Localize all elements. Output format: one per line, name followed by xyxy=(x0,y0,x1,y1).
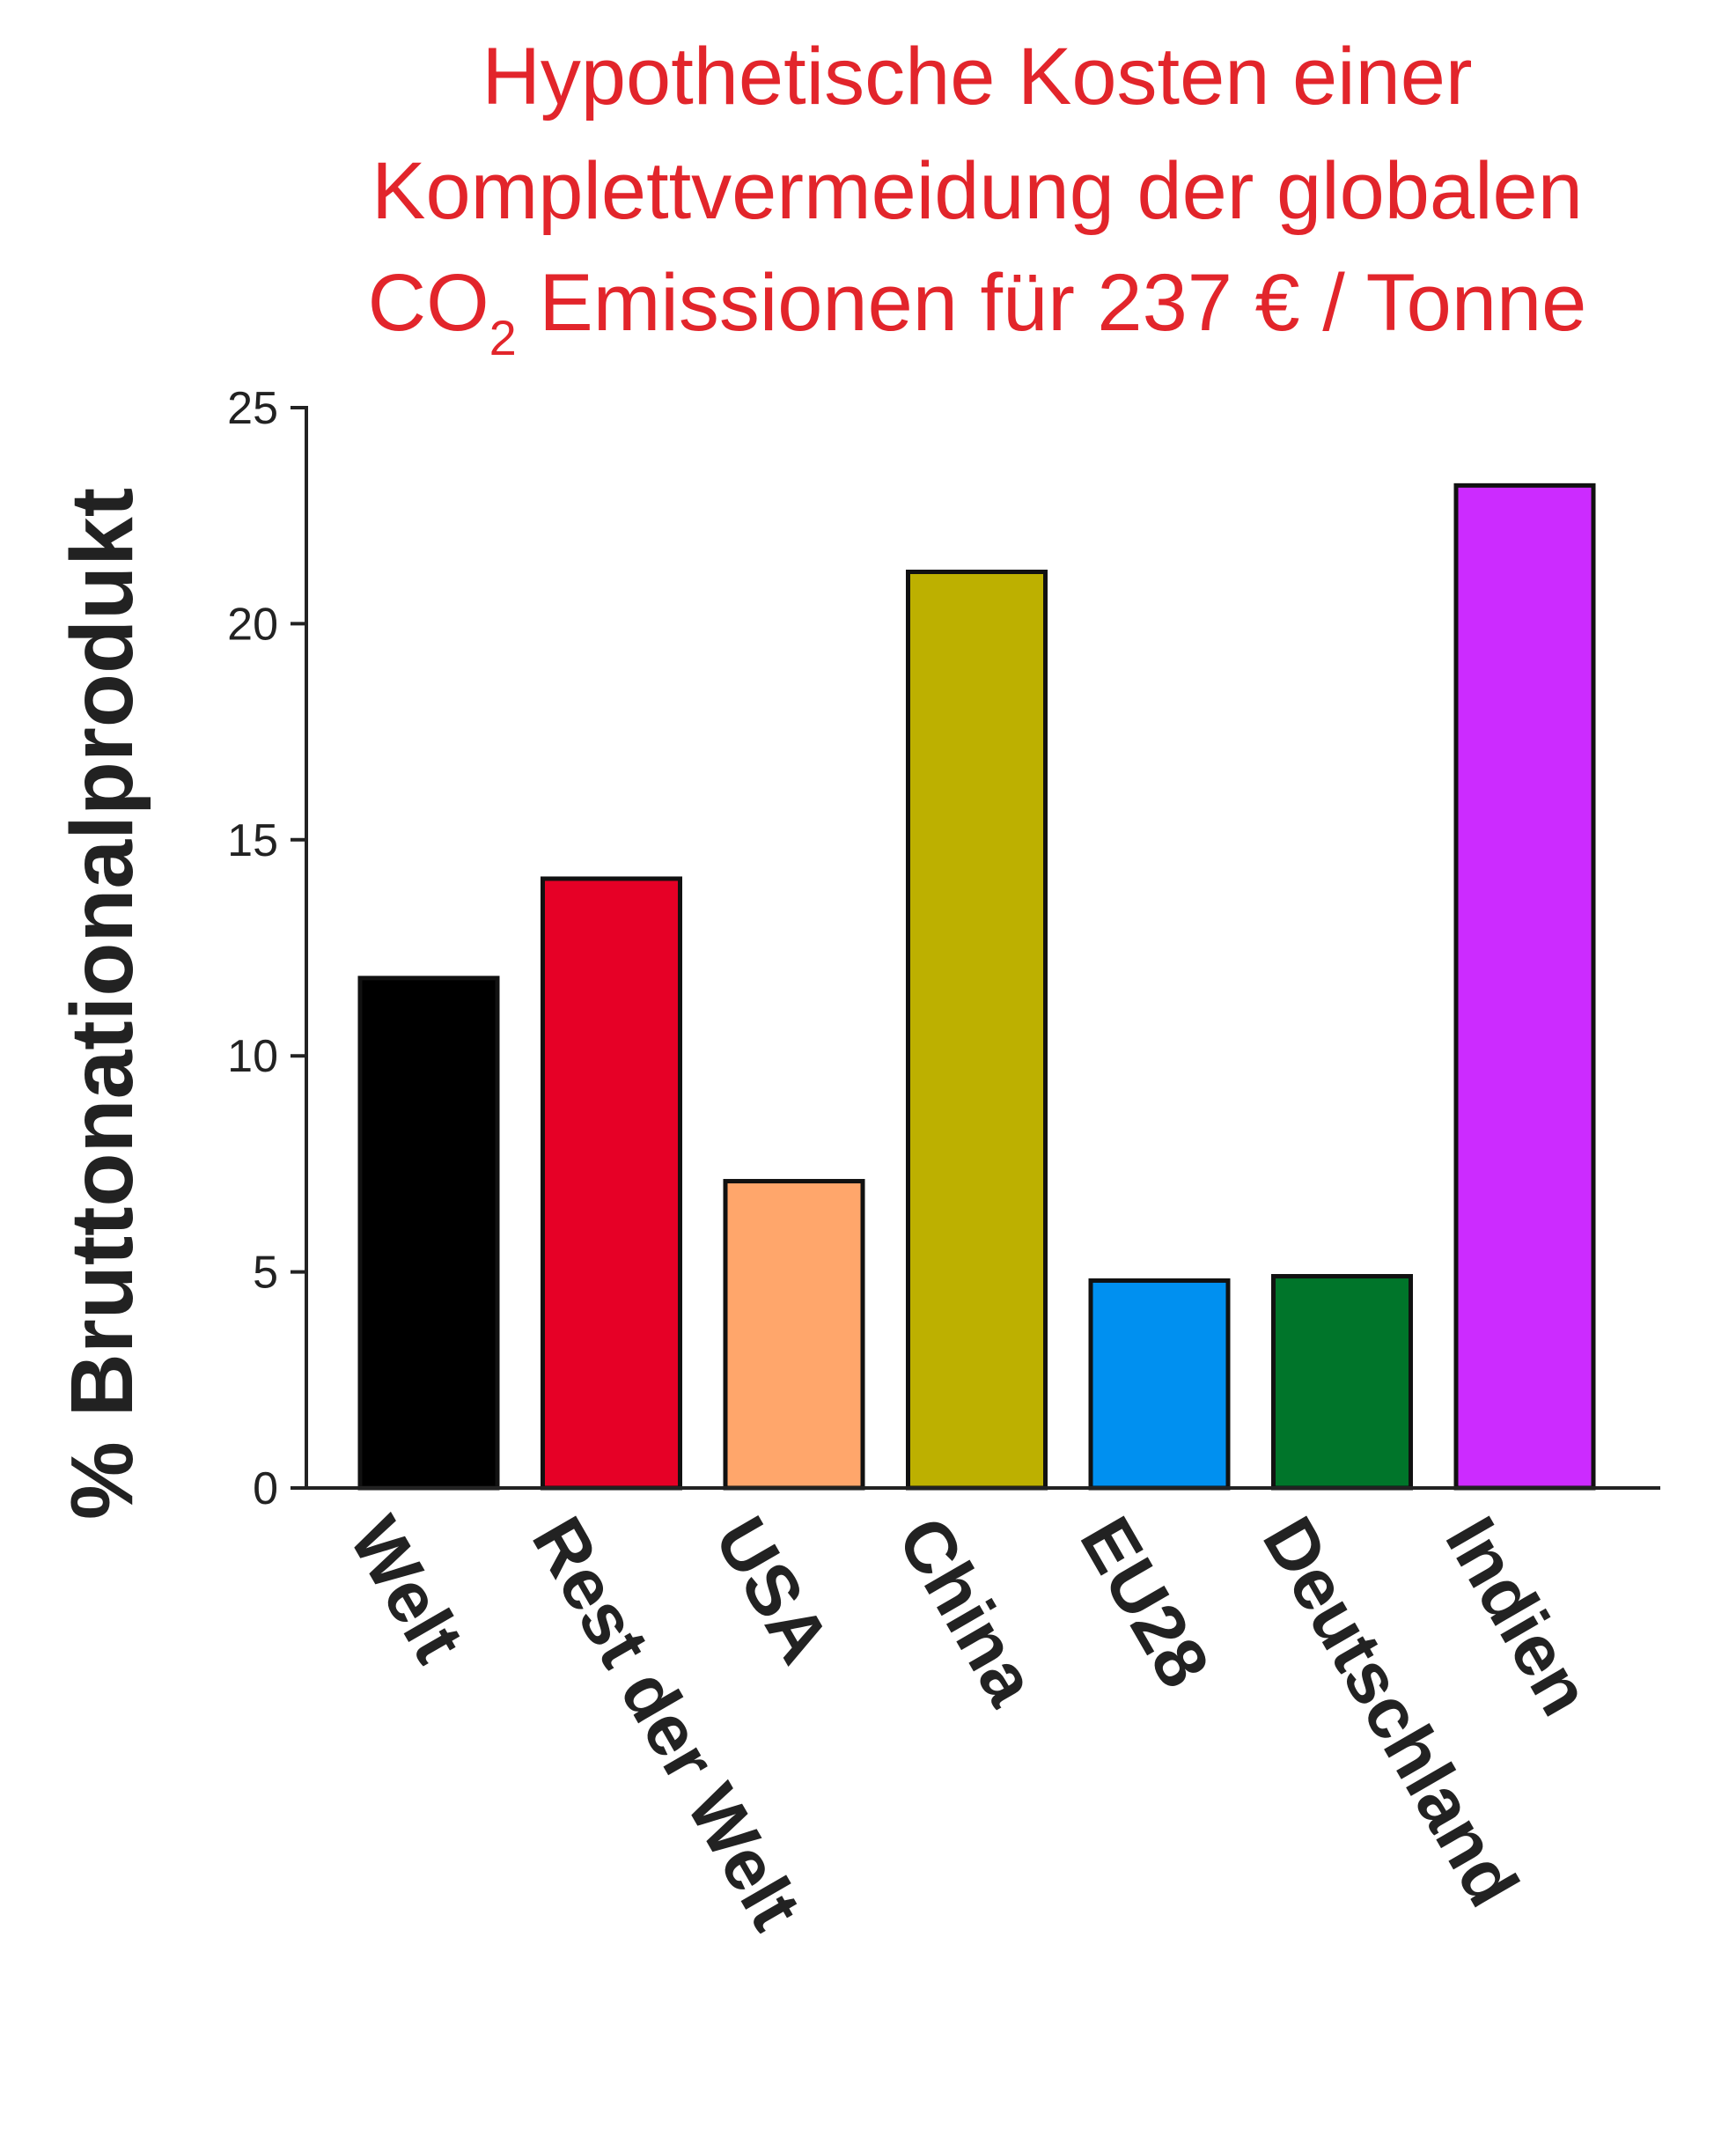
x-tick-label: EU28 xyxy=(1064,1505,1224,1701)
chart-title: Hypothetische Kosten einer Komplettverme… xyxy=(368,32,1587,365)
chart-title-line-3: CO2 Emissionen für 237 € / Tonne xyxy=(368,258,1587,365)
chart-title-co: CO xyxy=(368,258,489,348)
x-tick-label: USA xyxy=(699,1505,844,1676)
bar-deutschland xyxy=(1271,1274,1413,1491)
bar-rest-der-welt xyxy=(541,876,682,1491)
bars xyxy=(357,482,1596,1491)
y-tick-label: 0 xyxy=(253,1463,278,1514)
y-tick-label: 5 xyxy=(253,1248,278,1299)
bar-welt xyxy=(357,976,500,1491)
x-tick-label: Indien xyxy=(1430,1505,1606,1729)
bar-indien xyxy=(1453,482,1596,1491)
bar-usa xyxy=(723,1179,865,1491)
bar-china xyxy=(906,570,1048,1491)
chart-title-line-2: Komplettvermeidung der globalen xyxy=(371,146,1583,236)
bar-eu28 xyxy=(1088,1278,1231,1491)
y-tick-label: 20 xyxy=(227,599,278,650)
x-tick-label: Welt xyxy=(334,1505,479,1676)
y-axis-ticks: 0 5 10 15 20 25 xyxy=(227,383,306,1514)
x-tick-label: China xyxy=(882,1505,1052,1720)
y-tick-label: 15 xyxy=(227,815,278,866)
chart-title-line-1: Hypothetische Kosten einer xyxy=(482,32,1472,122)
chart-title-subscript: 2 xyxy=(489,310,517,365)
y-axis-title: % Bruttonationalprodukt xyxy=(53,488,151,1520)
y-tick-label: 10 xyxy=(227,1031,278,1082)
y-tick-label: 25 xyxy=(227,383,278,434)
chart-title-rest: Emissionen für 237 € / Tonne xyxy=(517,258,1587,348)
